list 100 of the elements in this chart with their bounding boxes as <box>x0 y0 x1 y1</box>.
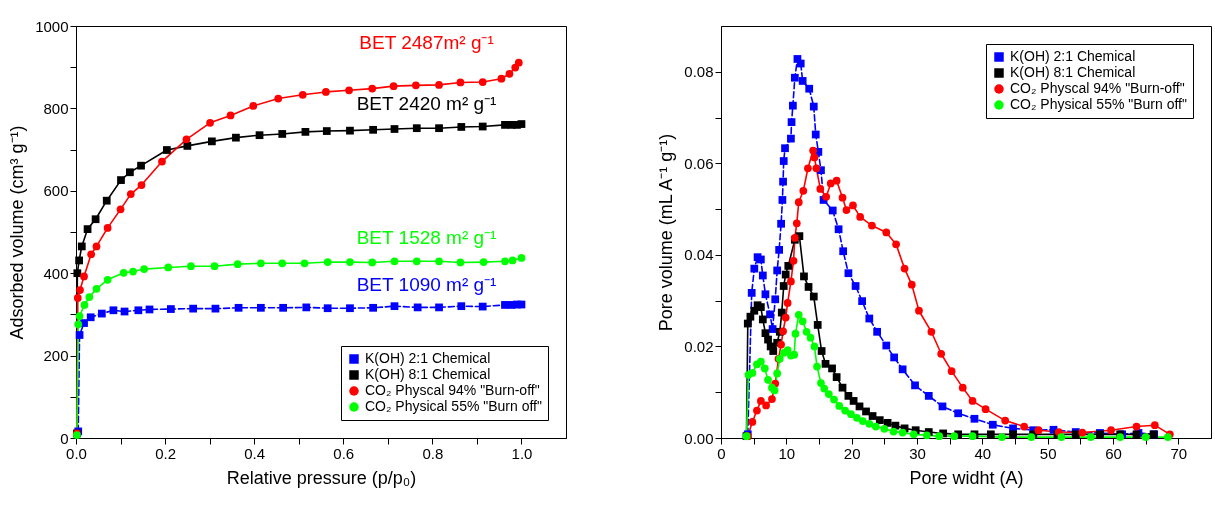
point <box>858 297 866 305</box>
point <box>164 263 173 272</box>
point <box>1057 433 1066 441</box>
point <box>935 432 944 441</box>
point <box>809 146 817 155</box>
point <box>968 397 977 405</box>
point <box>810 342 819 351</box>
y-tick-label: 0.06 <box>684 154 714 172</box>
point <box>794 310 803 319</box>
point <box>947 367 956 376</box>
point <box>915 306 923 315</box>
point <box>137 161 145 170</box>
point <box>871 422 880 431</box>
point <box>799 186 808 195</box>
x-axis-title: Pore widht (A) <box>909 467 1024 488</box>
point <box>769 347 778 355</box>
point <box>298 90 307 99</box>
point <box>839 247 848 256</box>
y-tick-label: 0.08 <box>684 63 714 81</box>
point <box>369 303 377 312</box>
y-tick-label: 0.04 <box>684 246 714 264</box>
point <box>76 286 84 294</box>
y-tick-label: 0.02 <box>684 337 714 355</box>
point <box>771 295 780 304</box>
point <box>847 410 855 419</box>
point <box>853 413 861 422</box>
point <box>478 122 487 131</box>
point <box>279 303 288 312</box>
point <box>182 135 191 144</box>
legend-label: K(OH) 8:1 Chemical <box>365 366 491 382</box>
point <box>119 268 128 277</box>
y-tick-label: 200 <box>43 347 69 365</box>
point <box>865 314 874 323</box>
point <box>508 256 517 265</box>
point <box>97 309 106 318</box>
point <box>849 201 857 210</box>
point <box>158 157 166 166</box>
annotation: BET 1528 m² g⁻¹ <box>356 226 497 248</box>
point <box>775 245 784 254</box>
point <box>816 185 825 193</box>
point <box>889 427 898 436</box>
point <box>805 84 814 93</box>
point <box>832 176 841 185</box>
x-tick-label: 50 <box>1039 444 1057 462</box>
point <box>134 306 143 315</box>
annotation: BET 2420 m² g⁻¹ <box>356 93 497 115</box>
point <box>868 221 876 230</box>
point <box>322 88 330 96</box>
point <box>880 424 889 433</box>
point <box>1141 433 1150 441</box>
point <box>412 81 420 90</box>
point <box>137 181 146 189</box>
point <box>103 275 112 284</box>
point <box>511 63 520 72</box>
point <box>514 58 523 67</box>
y-tick-label: 0 <box>60 429 69 447</box>
point <box>369 125 377 134</box>
point <box>117 176 125 184</box>
point <box>207 137 216 146</box>
point <box>811 130 820 139</box>
point <box>842 206 851 214</box>
x-tick-label: 20 <box>843 444 861 462</box>
point <box>75 331 84 339</box>
point <box>435 257 443 266</box>
point <box>907 280 916 289</box>
point <box>764 335 772 344</box>
point <box>781 313 790 322</box>
point <box>301 128 310 136</box>
point <box>882 228 891 237</box>
point <box>302 303 311 312</box>
point <box>986 430 995 439</box>
point <box>798 317 807 326</box>
legend-label: K(OH) 2:1 Chemical <box>1010 48 1136 64</box>
point <box>787 118 796 127</box>
point <box>187 262 195 271</box>
point <box>748 418 757 426</box>
point <box>345 86 353 95</box>
point <box>167 305 175 313</box>
point <box>412 124 421 133</box>
point <box>868 412 877 420</box>
point <box>922 431 931 440</box>
point <box>747 289 756 297</box>
point <box>817 379 825 387</box>
point <box>783 346 792 354</box>
point <box>75 256 83 265</box>
point <box>232 133 240 142</box>
point <box>322 127 331 135</box>
y-tick-label: 600 <box>43 182 69 200</box>
point <box>211 304 220 313</box>
point <box>787 134 795 143</box>
point <box>760 364 769 373</box>
point <box>412 257 421 266</box>
point <box>390 125 399 133</box>
y-axis-title: Adsorbed volume (cm³ g⁻¹) <box>7 125 28 340</box>
point <box>80 301 89 309</box>
point <box>517 120 526 128</box>
point <box>813 362 821 371</box>
legend-label: CO₂ Physical 55% "Burn off" <box>1010 96 1187 112</box>
point <box>779 282 788 290</box>
x-tick-label: 1.0 <box>511 444 533 462</box>
